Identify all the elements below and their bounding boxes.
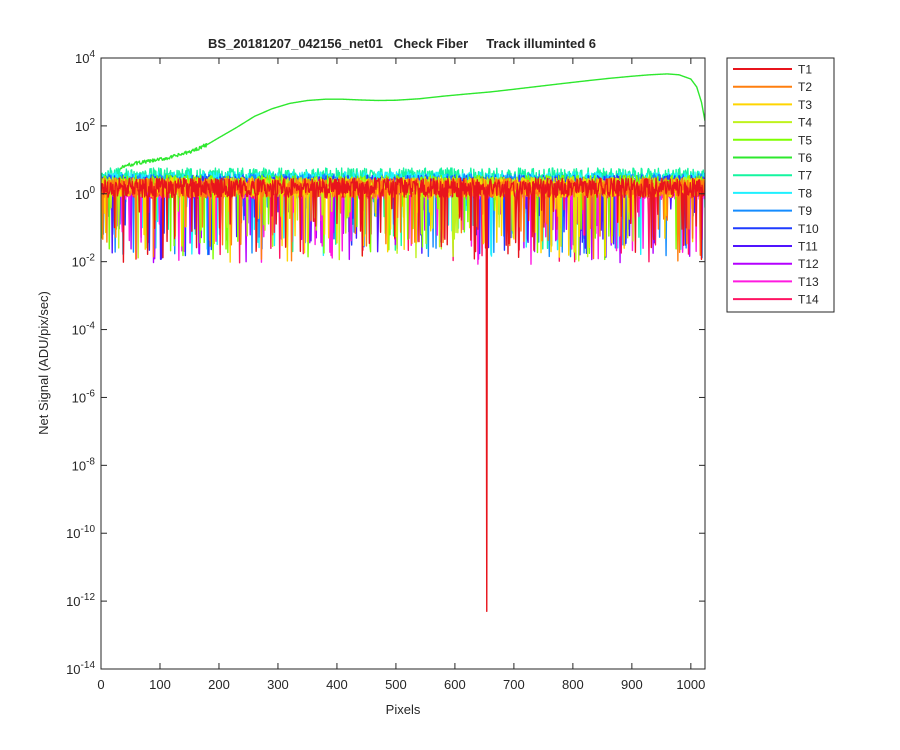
- x-tick-label: 200: [208, 677, 230, 692]
- legend-label-t6: T6: [798, 151, 812, 165]
- x-tick-label: 300: [267, 677, 289, 692]
- y-tick-label: 10-2: [72, 253, 96, 270]
- y-tick-label: 10-12: [66, 592, 95, 609]
- plot-area: [101, 58, 705, 669]
- legend-label-t14: T14: [798, 293, 819, 307]
- legend: T1 T2 T3 T4 T5 T6 T7 T8 T9 T10 T11 T12 T13 T14: [726, 57, 835, 313]
- y-tick-label: 10-6: [72, 388, 96, 405]
- legend-label-t8: T8: [798, 186, 812, 200]
- legend-label-t4: T4: [798, 116, 812, 130]
- legend-label-t2: T2: [798, 80, 812, 94]
- x-tick-label: 500: [385, 677, 407, 692]
- y-tick-label: 102: [75, 117, 95, 134]
- y-tick-label: 104: [75, 49, 95, 66]
- x-tick-label: 0: [97, 677, 104, 692]
- legend-label-t9: T9: [798, 204, 812, 218]
- legend-label-t10: T10: [798, 222, 819, 236]
- x-tick-label: 700: [503, 677, 525, 692]
- chart-title: BS_20181207_042156_net01 Check Fiber Tra…: [208, 36, 596, 51]
- legend-label-t7: T7: [798, 169, 812, 183]
- y-tick-label: 10-14: [66, 660, 95, 677]
- y-tick-label: 10-8: [72, 456, 96, 473]
- x-tick-label: 100: [149, 677, 171, 692]
- y-tick-label: 100: [75, 185, 95, 202]
- legend-label-t1: T1: [798, 63, 812, 77]
- legend-box: [726, 57, 835, 313]
- legend-items: T1 T2 T3 T4 T5 T6 T7 T8 T9 T10 T11 T12 T13 T14: [733, 63, 819, 307]
- x-tick-label: 800: [562, 677, 584, 692]
- legend-label-t3: T3: [798, 98, 812, 112]
- y-axis: 104 102 100 10-2 10-4 10-6 10-8 10-10 10-12 10-14: [66, 49, 705, 677]
- x-axis-label: Pixels: [386, 702, 421, 717]
- x-tick-label: 600: [444, 677, 466, 692]
- legend-label-t13: T13: [798, 275, 819, 289]
- series-line-t6: [118, 73, 705, 173]
- y-tick-label: 10-10: [66, 524, 95, 541]
- plot-frame: [100, 57, 706, 670]
- x-tick-label: 900: [621, 677, 643, 692]
- series-line-t1: [101, 177, 705, 613]
- y-tick-label: 10-4: [72, 321, 96, 338]
- legend-label-t12: T12: [798, 257, 819, 271]
- series-layer: [101, 73, 705, 613]
- x-axis: 0 100 200 300 400 500 600 700 800 900 1000: [97, 58, 705, 692]
- y-axis-label: Net Signal (ADU/pix/sec): [36, 291, 51, 435]
- legend-label-t5: T5: [798, 133, 812, 147]
- x-tick-label: 1000: [676, 677, 705, 692]
- legend-label-t11: T11: [798, 240, 818, 254]
- x-tick-label: 400: [326, 677, 348, 692]
